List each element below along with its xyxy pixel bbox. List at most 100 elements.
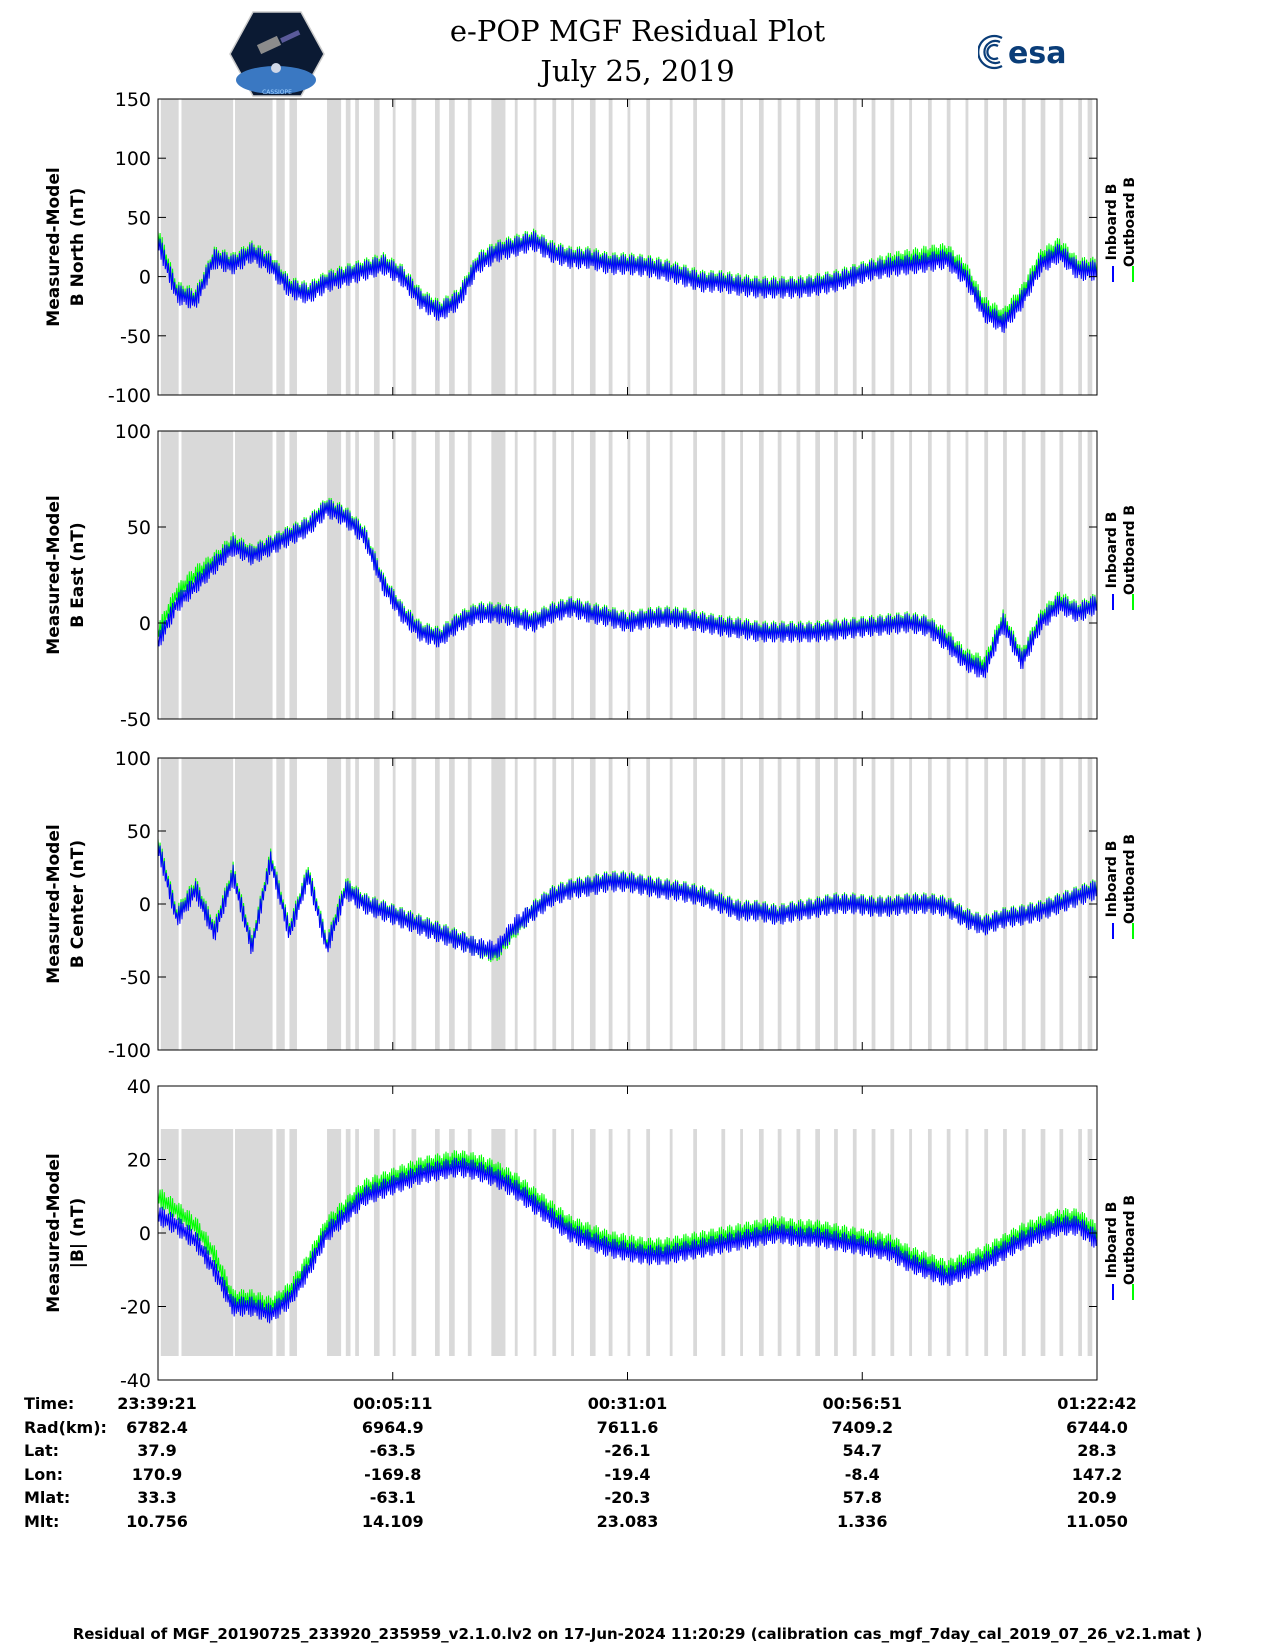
data-gap-shading xyxy=(965,99,969,395)
data-gap-shading xyxy=(890,99,895,395)
data-gap-shading xyxy=(890,431,895,719)
panel-2: -50 0 50 100 Measured-Model B East (nT) Inboar… xyxy=(44,421,1138,731)
data-gap-shading xyxy=(946,431,951,719)
data-gap-shading xyxy=(160,99,179,395)
data-gap-shading xyxy=(965,758,969,1050)
esa-logo: esa xyxy=(978,34,1066,71)
data-gap-shading xyxy=(627,431,631,719)
data-gap-shading xyxy=(721,431,726,719)
y-tick-label: 0 xyxy=(139,1223,151,1245)
data-gap-shading xyxy=(1021,99,1026,395)
legend-inboard-label: Inboard B xyxy=(1104,1202,1120,1279)
cassiope-logo: CASSIOPE xyxy=(229,11,325,97)
data-gap-shading xyxy=(514,1129,518,1356)
data-gap-shading xyxy=(796,1129,801,1356)
y-axis-label-line2: B North (nT) xyxy=(68,188,88,307)
panel-4: -40 -20 0 20 40 Measured-Model |B| (nT) Inboard… xyxy=(44,1076,1138,1392)
outboard-series-line xyxy=(157,228,1098,328)
y-axis-label: Measured-Model B Center (nT) xyxy=(44,824,88,983)
data-gap-shading xyxy=(327,431,342,719)
data-gap-shading xyxy=(327,99,342,395)
data-gap-shading xyxy=(627,758,631,1050)
data-gap-shading xyxy=(411,431,417,719)
legend-outboard-label: Outboard B xyxy=(1122,505,1138,595)
ephemeris-cell: -63.5 xyxy=(369,1441,416,1460)
data-gap-shading xyxy=(589,758,596,1050)
y-tick-label: -20 xyxy=(120,1297,151,1319)
data-gap-shading xyxy=(909,1129,913,1356)
y-axis-label-line1: Measured-Model xyxy=(44,824,64,983)
data-gap-shading xyxy=(373,1129,380,1356)
data-gap-shading xyxy=(965,1129,969,1356)
data-gap-shading xyxy=(160,1129,179,1356)
ephemeris-cell: 00:56:51 xyxy=(822,1394,903,1413)
data-gap-shading xyxy=(373,431,380,719)
y-tick-label: -50 xyxy=(120,326,151,348)
data-gap-shading xyxy=(355,1129,359,1356)
data-gap-shading xyxy=(965,431,969,719)
ephemeris-row-label: Rad(km): xyxy=(24,1418,107,1437)
data-gap-shading xyxy=(289,99,297,395)
y-tick-label: 100 xyxy=(115,148,151,170)
data-gap-shading xyxy=(815,1129,820,1356)
y-tick-label: 150 xyxy=(115,89,151,111)
ephemeris-cell: 28.3 xyxy=(1077,1441,1117,1460)
data-gap-shading xyxy=(552,1129,557,1356)
data-gap-shading xyxy=(392,431,396,719)
y-axis-label-line2: B Center (nT) xyxy=(68,840,88,968)
data-gap-shading xyxy=(392,99,396,395)
legend-inboard-label: Inboard B xyxy=(1104,841,1120,918)
y-axis-label: Measured-Model B East (nT) xyxy=(44,495,88,654)
data-gap-shading xyxy=(1078,431,1082,719)
footer-caption: Residual of MGF_20190725_233920_235959_v… xyxy=(72,1625,1203,1643)
ephemeris-cell: 57.8 xyxy=(842,1488,882,1507)
data-gap-shading xyxy=(627,99,631,395)
data-gap-shading xyxy=(571,758,574,1050)
data-gap-shading xyxy=(234,431,273,719)
data-gap-shading xyxy=(946,1129,951,1356)
ephemeris-cell: -20.3 xyxy=(604,1488,651,1507)
y-axis-label: Measured-Model |B| (nT) xyxy=(44,1153,88,1312)
chart-title: e-POP MGF Residual Plot xyxy=(449,14,826,48)
data-gap-shading xyxy=(571,99,574,395)
y-tick-label: -40 xyxy=(120,1370,151,1392)
data-gap-shading xyxy=(435,758,440,1050)
ephemeris-cell: 1.336 xyxy=(836,1512,888,1531)
y-tick-label: 50 xyxy=(127,517,151,539)
data-gap-shading xyxy=(852,99,857,395)
data-gap-shading xyxy=(160,431,179,719)
data-gap-shading xyxy=(514,431,518,719)
legend-outboard-label: Outboard B xyxy=(1122,1195,1138,1285)
data-gap-shading xyxy=(327,758,342,1050)
data-gap-shading xyxy=(669,99,673,395)
data-gap-shading xyxy=(608,99,613,395)
y-axis-label-line2: |B| (nT) xyxy=(68,1198,88,1269)
data-gap-shading xyxy=(449,431,455,719)
data-gap-shading xyxy=(758,99,764,395)
data-gap-shading xyxy=(693,431,697,719)
data-gap-shading xyxy=(1059,1129,1064,1356)
y-tick-label: 0 xyxy=(139,613,151,635)
data-gap-shading xyxy=(669,431,673,719)
ephemeris-cell: 10.756 xyxy=(126,1512,188,1531)
data-gap-shading xyxy=(1087,431,1093,719)
y-tick-label: 40 xyxy=(127,1076,151,1098)
data-gap-shading xyxy=(181,99,234,395)
legend-labels: Inboard B Outboard B xyxy=(1104,177,1138,267)
data-gap-shading xyxy=(815,431,820,719)
ephemeris-cell: -63.1 xyxy=(369,1488,416,1507)
data-gap-shading xyxy=(1040,99,1046,395)
data-gap-shading xyxy=(984,99,989,395)
data-gap-shading xyxy=(289,758,297,1050)
data-gap-shading xyxy=(608,758,613,1050)
data-gap-shading xyxy=(796,431,801,719)
data-gap-shading xyxy=(1087,1129,1093,1356)
data-gap-shading xyxy=(491,431,506,719)
data-gap-shading xyxy=(327,1129,342,1356)
ephemeris-cell: 37.9 xyxy=(137,1441,177,1460)
data-gap-shading xyxy=(721,99,726,395)
legend-labels: Inboard B Outboard B xyxy=(1104,834,1138,924)
legend-inboard-label: Inboard B xyxy=(1104,512,1120,589)
data-gap-shading xyxy=(467,99,472,395)
